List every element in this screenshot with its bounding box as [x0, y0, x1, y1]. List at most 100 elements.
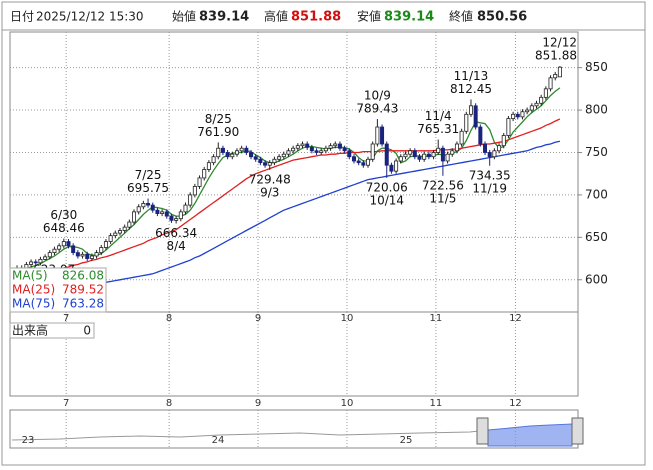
- y-tick-label: 700: [585, 187, 608, 201]
- annotation-date: 12/12: [542, 36, 577, 50]
- candle-body: [375, 126, 380, 145]
- candle-body: [244, 147, 249, 153]
- candle-body: [220, 147, 225, 153]
- candle-body: [323, 147, 328, 152]
- annotation-value: 812.45: [450, 82, 492, 96]
- outer-frame: [1, 1, 646, 466]
- candle-body: [239, 147, 244, 152]
- legend-label: MA(75): [12, 297, 55, 311]
- y-tick-label: 850: [585, 60, 608, 74]
- annotation-date: 11/19: [472, 181, 507, 195]
- candle-body: [94, 252, 99, 257]
- candle-body: [337, 143, 342, 149]
- annotation-date: 9/3: [260, 185, 279, 199]
- annotation-date: 10/14: [369, 193, 404, 207]
- candle-body: [253, 156, 258, 160]
- candle-body: [497, 145, 502, 152]
- navigator-year-label: 23: [22, 435, 35, 446]
- candle-body: [436, 147, 441, 153]
- candle-body: [216, 147, 221, 158]
- candle-body: [422, 153, 427, 160]
- candle-body: [160, 211, 165, 214]
- candle-body: [103, 241, 108, 248]
- candle-body: [398, 156, 403, 162]
- annotation-value: 789.43: [356, 102, 398, 116]
- candle-body: [417, 156, 422, 160]
- candle-body: [295, 145, 300, 149]
- candle-body: [85, 253, 90, 259]
- y-tick-label: 600: [585, 272, 608, 286]
- candle-body: [146, 202, 151, 206]
- candle-body: [314, 150, 319, 153]
- candle-body: [515, 113, 520, 118]
- candle-body: [384, 143, 389, 166]
- x-tick-label: 10: [341, 313, 354, 324]
- candle-body: [557, 66, 562, 78]
- annotation-value: 734.35: [469, 168, 511, 182]
- candle-body: [122, 226, 127, 231]
- candle-body: [234, 150, 239, 155]
- candle-body: [43, 256, 48, 260]
- annotation-value: 720.06: [366, 180, 408, 194]
- candle-body: [286, 150, 291, 155]
- candle-body: [291, 147, 296, 152]
- candle-body: [272, 158, 277, 164]
- candle-body: [117, 230, 122, 234]
- header-low: 839.14: [384, 10, 434, 25]
- candle-body: [150, 204, 155, 211]
- annotation-date: 8/25: [205, 112, 232, 126]
- candle-body: [525, 109, 530, 113]
- volume-legend-box: [9, 322, 95, 339]
- annotation-value: 666.34: [155, 226, 197, 240]
- navigator-handle-right[interactable]: [571, 417, 584, 445]
- x-tick-label: 9: [255, 313, 261, 324]
- header-close: 850.56: [477, 10, 527, 25]
- annotation-value: 765.31: [417, 122, 459, 136]
- annotation-date: 6/30: [50, 208, 77, 222]
- candle-body: [192, 186, 197, 196]
- annotation-date: 11/13: [454, 69, 489, 83]
- annotation-value: 851.88: [535, 49, 577, 63]
- candle-body: [178, 211, 183, 220]
- header-datetime: 2025/12/12 15:30: [36, 10, 144, 24]
- candle-body: [75, 252, 80, 257]
- navigator-history: [11, 429, 489, 441]
- candle-body: [389, 164, 394, 172]
- candle-body: [281, 153, 286, 158]
- volume-label: 出来高: [12, 323, 48, 338]
- navigator-window[interactable]: [487, 423, 573, 447]
- candle-body: [539, 96, 544, 104]
- candle-body: [426, 153, 431, 158]
- candle-body: [333, 143, 338, 147]
- candle-body: [33, 261, 38, 264]
- navigator-month-label: 7: [63, 398, 69, 409]
- annotation-date: 8/4: [166, 239, 185, 253]
- candle-body: [412, 150, 417, 158]
- candle-body: [108, 235, 113, 242]
- candle-body: [380, 126, 385, 145]
- navigator-month-label: 9: [255, 398, 261, 409]
- candle-body: [501, 135, 506, 147]
- candle-body: [319, 150, 324, 153]
- annotation-date: 11/5: [429, 191, 456, 205]
- candle-body: [543, 88, 548, 98]
- candle-body: [80, 253, 85, 257]
- candle-body: [328, 145, 333, 149]
- candle-body: [431, 152, 436, 158]
- candle-body: [164, 211, 169, 217]
- candle-body: [492, 150, 497, 158]
- candle-body: [473, 105, 478, 128]
- y-tick-label: 800: [585, 103, 608, 117]
- legend-value: 826.08: [62, 269, 104, 283]
- annotation-date: 7/25: [135, 168, 162, 182]
- candle-body: [487, 152, 492, 158]
- legend-label: MA(25): [12, 283, 55, 297]
- header-label: 高値: [264, 9, 288, 24]
- navigator-month-label: 12: [509, 398, 522, 409]
- ma-line: [12, 118, 561, 283]
- navigator-handle-left[interactable]: [476, 417, 489, 445]
- candle-body: [305, 143, 310, 148]
- navigator-year-label: 24: [212, 435, 225, 446]
- volume-frame: [9, 311, 579, 397]
